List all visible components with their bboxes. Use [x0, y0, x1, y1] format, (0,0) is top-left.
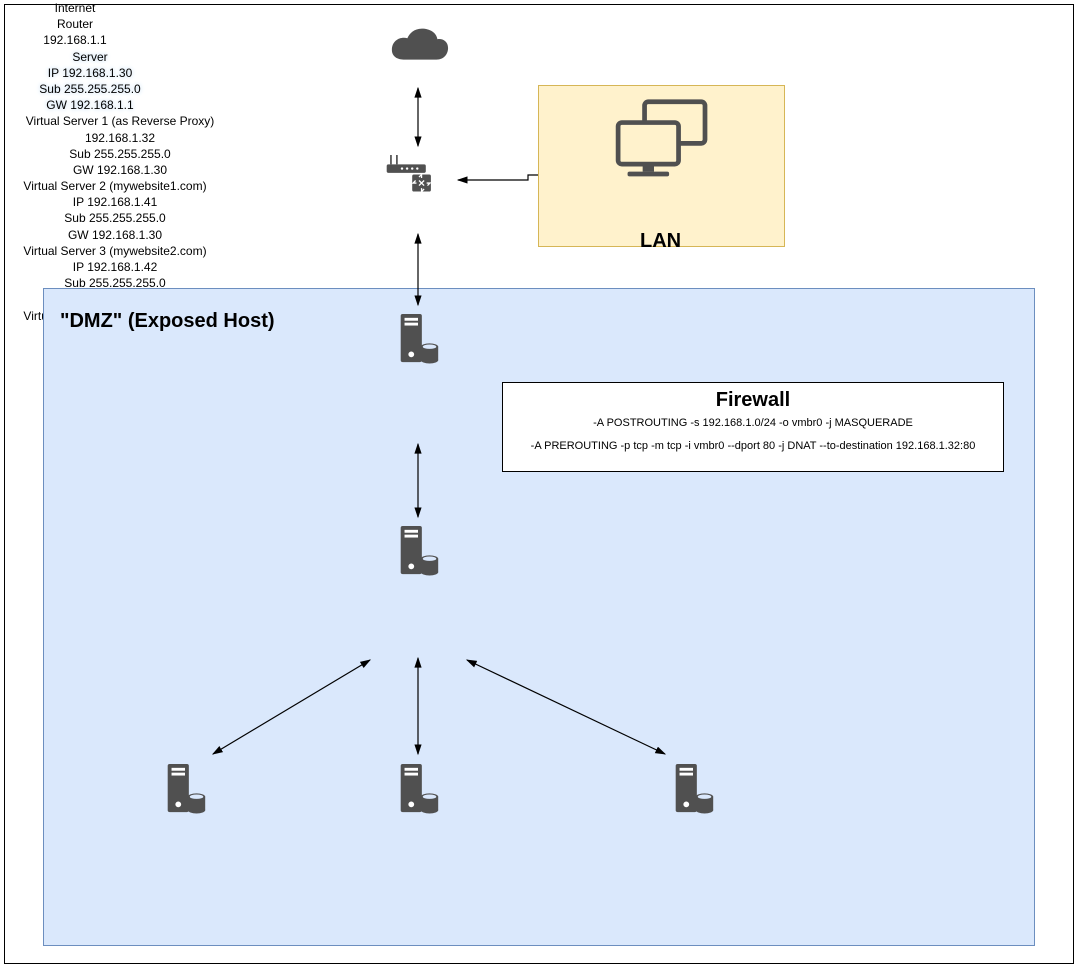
server-icon — [160, 760, 210, 818]
server-icon — [393, 760, 443, 818]
firewall-rule-2: -A PREROUTING -p tcp -m tcp -i vmbr0 --d… — [511, 439, 995, 454]
virtual-server-3-node — [393, 760, 443, 818]
firewall-title: Firewall — [511, 389, 995, 412]
server-icon — [668, 760, 718, 818]
computers-icon — [610, 98, 715, 183]
firewall-box: Firewall -A POSTROUTING -s 192.168.1.0/2… — [502, 382, 1004, 472]
lan-computers-node — [610, 98, 715, 183]
virtual-server-1-node — [393, 522, 443, 580]
dmz-title: "DMZ" (Exposed Host) — [60, 310, 275, 333]
internet-node — [388, 26, 450, 66]
cloud-icon — [388, 26, 450, 66]
server-icon — [393, 310, 443, 368]
server-icon — [393, 522, 443, 580]
lan-title: LAN — [640, 230, 681, 253]
firewall-rule-1: -A POSTROUTING -s 192.168.1.0/24 -o vmbr… — [511, 416, 995, 431]
virtual-server-4-node — [668, 760, 718, 818]
router-node — [385, 150, 453, 194]
diagram-canvas: "DMZ" (Exposed Host) Internet — [0, 0, 1078, 968]
server-node — [393, 310, 443, 368]
router-icon — [385, 150, 453, 194]
virtual-server-2-node — [160, 760, 210, 818]
